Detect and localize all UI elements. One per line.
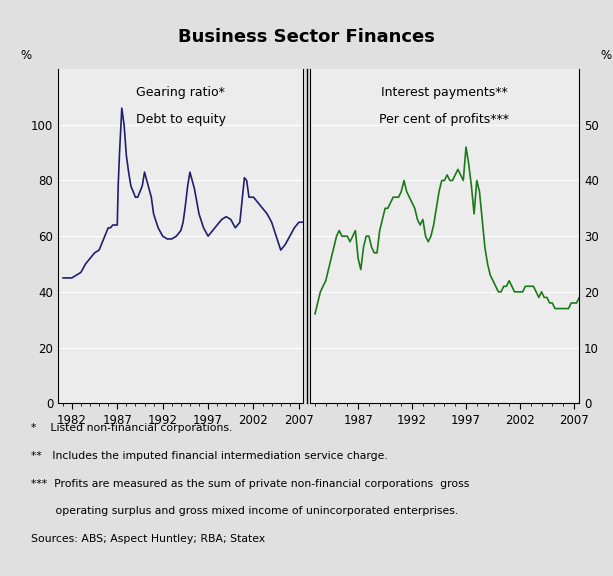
Text: Business Sector Finances: Business Sector Finances bbox=[178, 28, 435, 46]
Text: *    Listed non-financial corporations.: * Listed non-financial corporations. bbox=[31, 423, 232, 433]
Text: Gearing ratio*: Gearing ratio* bbox=[137, 86, 225, 99]
Text: operating surplus and gross mixed income of unincorporated enterprises.: operating surplus and gross mixed income… bbox=[31, 506, 458, 516]
Text: Debt to equity: Debt to equity bbox=[136, 112, 226, 126]
Text: %: % bbox=[21, 50, 32, 62]
Text: %: % bbox=[601, 50, 612, 62]
Text: **   Includes the imputed financial intermediation service charge.: ** Includes the imputed financial interm… bbox=[31, 451, 387, 461]
Text: Per cent of profits***: Per cent of profits*** bbox=[379, 112, 509, 126]
Text: Sources: ABS; Aspect Huntley; RBA; Statex: Sources: ABS; Aspect Huntley; RBA; State… bbox=[31, 534, 265, 544]
Text: ***  Profits are measured as the sum of private non-financial corporations  gros: *** Profits are measured as the sum of p… bbox=[31, 479, 469, 488]
Text: Interest payments**: Interest payments** bbox=[381, 86, 508, 99]
